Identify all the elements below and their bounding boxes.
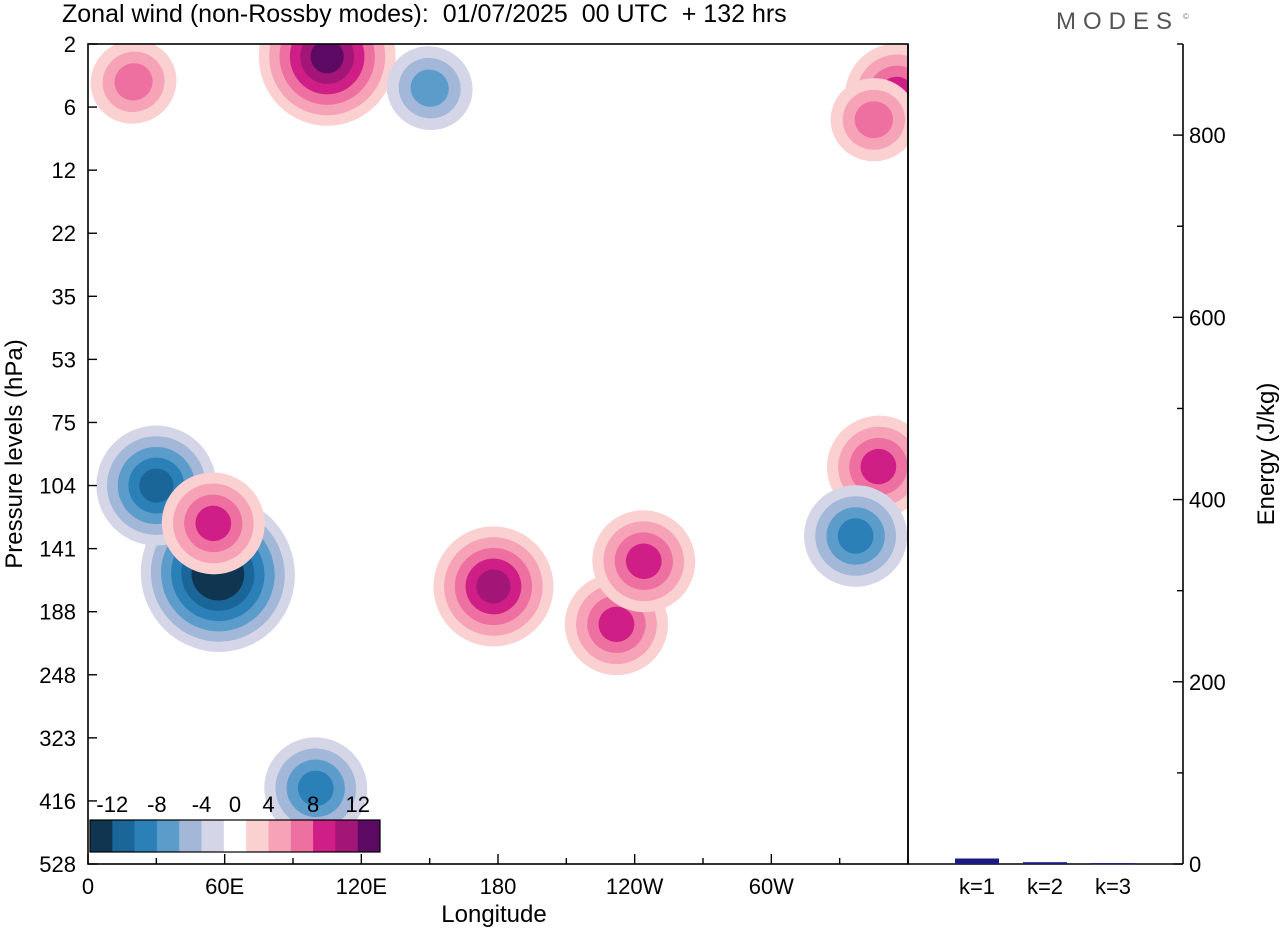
energy-tick-label: 200: [1189, 670, 1226, 695]
contour-feature-3: [433, 526, 554, 647]
y-tick-label: 53: [52, 347, 76, 372]
colorbar-swatch: [134, 820, 158, 852]
x-tick-label: 60E: [205, 874, 244, 899]
x-tick-label: 0: [82, 874, 94, 899]
y-tick-label: 248: [39, 663, 76, 688]
contour-level: [410, 69, 449, 107]
colorbar-swatch: [313, 820, 336, 852]
x-tick-label: 180: [480, 874, 517, 899]
energy-bar-k=2: [1023, 862, 1067, 864]
y-tick-label: 323: [39, 726, 76, 751]
energy-axis-title: Energy (J/kg): [1253, 383, 1280, 526]
contour-feature-9: [90, 44, 177, 124]
bar-category-label: k=1: [959, 874, 995, 899]
contour-feature-8: [264, 737, 368, 840]
y-tick-label: 35: [52, 284, 76, 309]
contour-level: [476, 569, 511, 604]
contour-feature-2: [161, 472, 265, 575]
energy-panel: 0 200 400 600 800 Energy (J/kg) k=1 k=2 k=3: [907, 43, 1280, 899]
colorbar-swatch: [156, 820, 180, 852]
brand-mark: ©: [1183, 12, 1189, 21]
y-tick-label: 6: [64, 95, 76, 120]
colorbar-label: 12: [345, 792, 369, 817]
bar-category-label: k=2: [1027, 874, 1063, 899]
y-tick-label: 188: [39, 600, 76, 625]
contour-level: [139, 468, 174, 503]
bar-category-label: k=3: [1095, 874, 1131, 899]
y-tick-label: 104: [39, 474, 76, 499]
colorbar-swatch: [223, 820, 247, 852]
y-tick-label: 75: [52, 410, 76, 435]
chart-title: Zonal wind (non-Rossby modes): 01/07/202…: [62, 0, 787, 28]
energy-tick-label: 800: [1189, 123, 1226, 148]
contour-level: [310, 44, 344, 74]
contour-level: [860, 448, 897, 485]
colorbar-frame: [89, 819, 381, 853]
contour-level: [625, 543, 662, 579]
energy-bar-k=3: [1091, 863, 1135, 865]
y-tick-label: 12: [52, 158, 76, 183]
plot-background: [88, 44, 908, 864]
energy-bar-k=1: [955, 858, 999, 864]
colorbar-label: -12: [96, 792, 128, 817]
colorbar-swatch: [268, 820, 292, 852]
contour-feature-13: [830, 78, 908, 162]
energy-tick-label: 400: [1189, 488, 1226, 513]
x-tick-label: 120W: [606, 874, 664, 899]
y-tick-label: 141: [39, 537, 76, 562]
energy-tick-label: 600: [1189, 305, 1226, 330]
contour-level: [837, 518, 874, 554]
contour-feature-10: [258, 44, 396, 126]
colorbar-swatch: [290, 820, 314, 852]
contour-feature-7: [804, 485, 908, 587]
colorbar-label: -4: [192, 792, 212, 817]
contour-feature-11: [386, 46, 473, 131]
colorbar-label: -8: [147, 792, 167, 817]
contour-field: [88, 44, 908, 864]
colorbar-swatch: [357, 820, 381, 852]
colorbar-swatch: [112, 820, 135, 852]
y-tick-label: 22: [52, 221, 76, 246]
colorbar-swatch: [246, 820, 269, 852]
colorbar: -12 -8 -4 0 4 8 12: [89, 792, 381, 853]
contour-level: [598, 606, 635, 643]
colorbar-label: 4: [262, 792, 274, 817]
colorbar-swatch: [90, 820, 113, 852]
brand-logo: MODES: [1056, 8, 1180, 35]
contour-feature-5: [592, 510, 696, 613]
x-tick-label: 120E: [336, 874, 387, 899]
colorbar-label: 0: [229, 792, 241, 817]
colorbar-swatch: [179, 820, 202, 852]
contour-level: [195, 505, 232, 542]
y-tick-label: 2: [64, 32, 76, 57]
x-axis-title: Longitude: [441, 901, 546, 928]
colorbar-label: 8: [307, 792, 319, 817]
x-tick-label: 60W: [749, 874, 794, 899]
y-tick-label: 528: [39, 852, 76, 877]
contour-level: [114, 63, 153, 101]
y-tick-label: 416: [39, 789, 76, 814]
colorbar-swatch: [335, 820, 358, 852]
contour-level: [854, 101, 894, 139]
y-axis-title: Pressure levels (hPa): [1, 339, 28, 568]
contour-level: [297, 770, 334, 807]
colorbar-swatch: [201, 820, 225, 852]
energy-tick-label: 0: [1189, 852, 1201, 877]
